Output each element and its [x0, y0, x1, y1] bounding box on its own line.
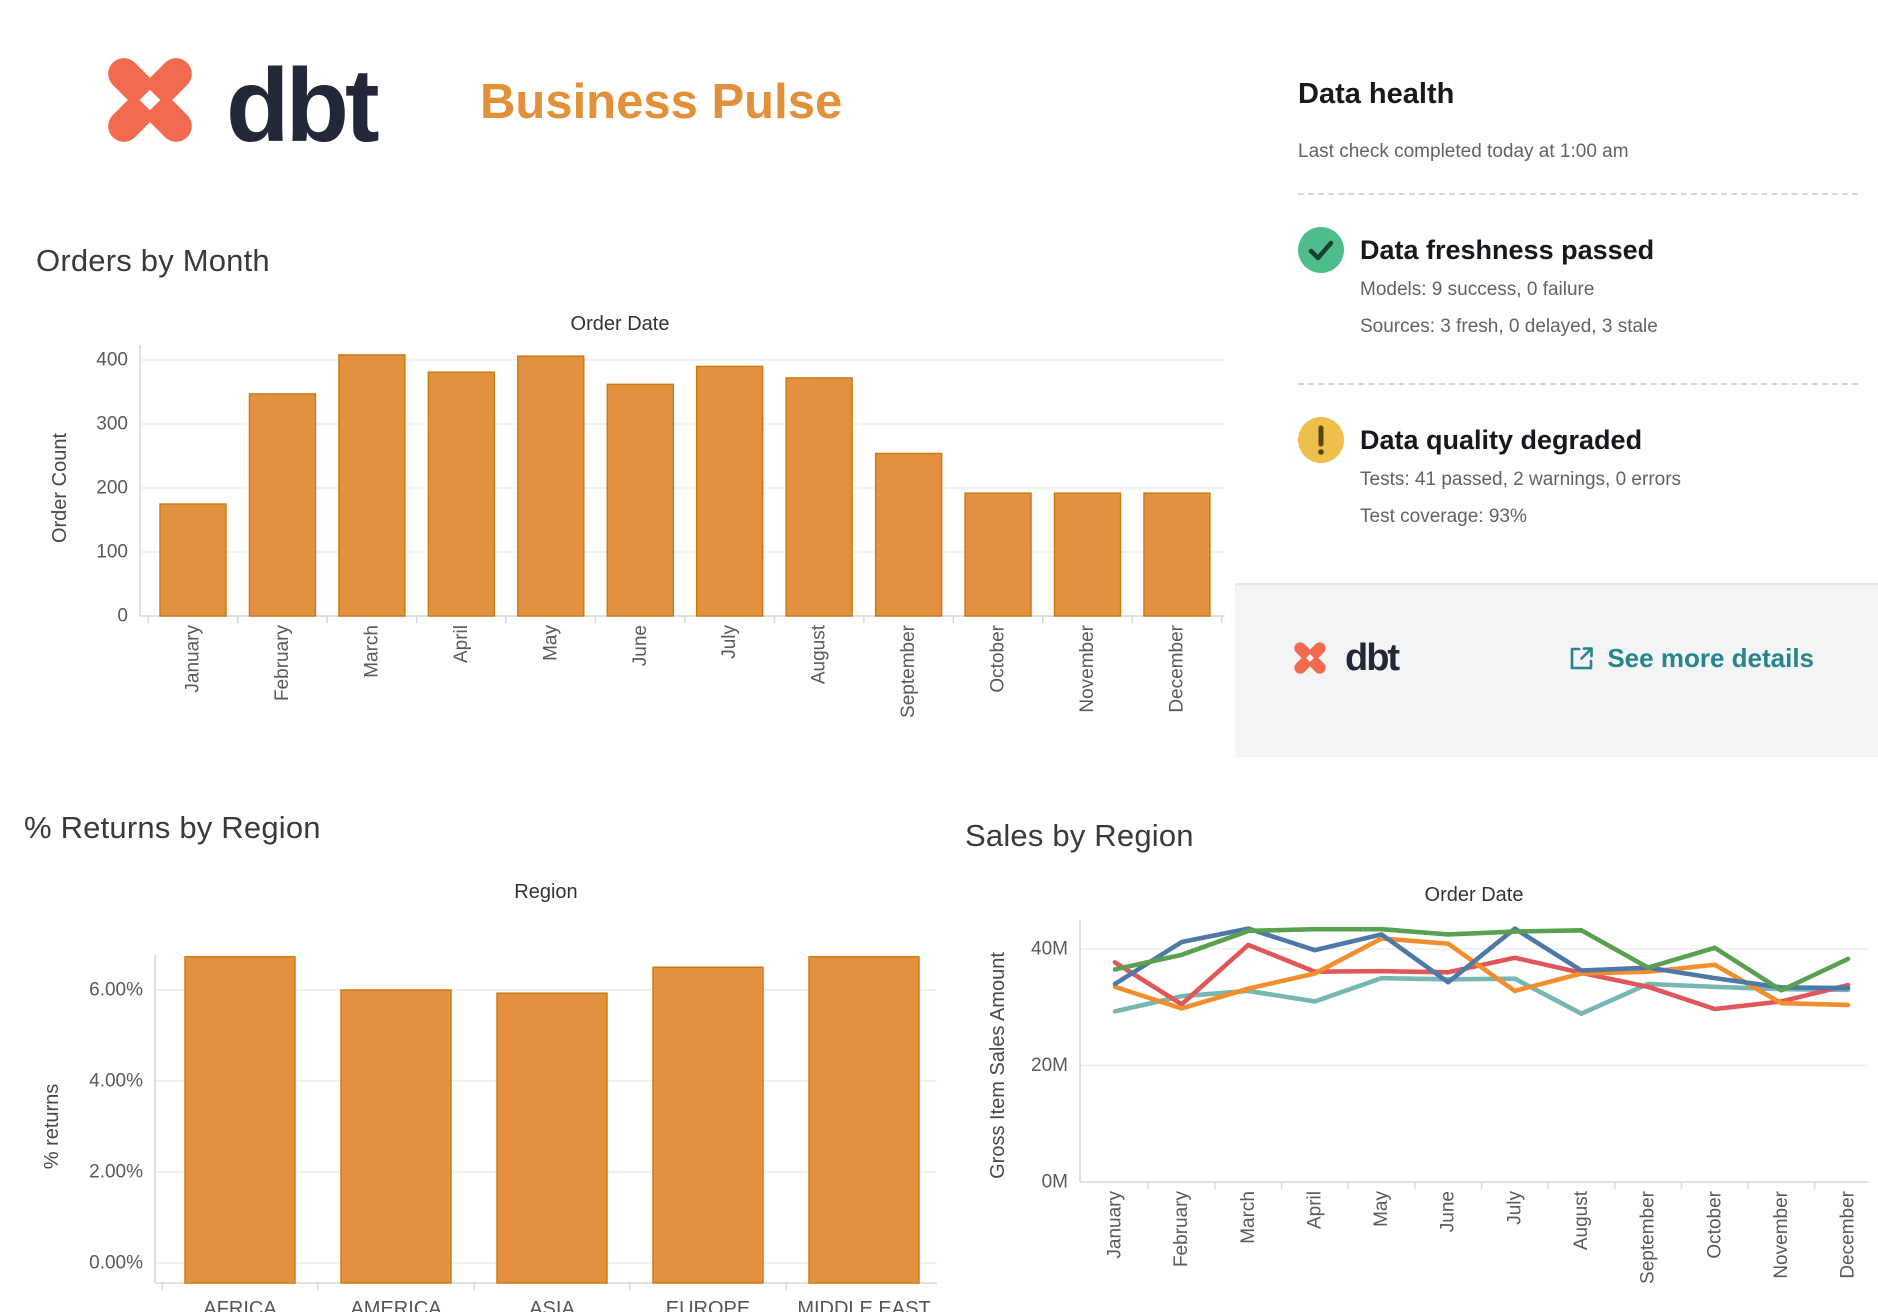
svg-text:AMERICA: AMERICA — [350, 1298, 442, 1312]
returns-by-region-chart[interactable]: 0.00% 2.00% 4.00% 6.00% Region % returns AFRIC… — [20, 860, 970, 1312]
svg-text:February: February — [1171, 1191, 1192, 1268]
orders-by-month-chart[interactable]: 0 100 200 300 400 Order Date Order Count Januar… — [30, 300, 1240, 760]
data-health-footer: dbt See more details — [1235, 583, 1878, 757]
svg-text:August: August — [1571, 1190, 1592, 1250]
svg-text:December: December — [1838, 1190, 1859, 1278]
svg-text:June: June — [630, 625, 651, 666]
svg-text:ASIA: ASIA — [529, 1298, 575, 1312]
svg-text:October: October — [988, 624, 1009, 692]
dbt-footer-brand: dbt — [1287, 636, 1400, 680]
divider — [1298, 193, 1858, 195]
svg-text:September: September — [898, 624, 919, 718]
coverage-status-text: Test coverage: 93% — [1360, 506, 1527, 527]
svg-text:October: October — [1704, 1190, 1725, 1258]
svg-text:September: September — [1638, 1190, 1659, 1284]
svg-text:July: July — [1504, 1191, 1525, 1225]
svg-text:Region: Region — [514, 881, 577, 903]
svg-text:July: July — [719, 625, 740, 659]
svg-text:June: June — [1438, 1191, 1459, 1232]
svg-text:August: August — [809, 624, 830, 684]
svg-text:400: 400 — [96, 350, 128, 371]
data-health-title: Data health — [1298, 78, 1455, 110]
svg-text:300: 300 — [96, 414, 128, 435]
svg-text:March: March — [361, 625, 382, 678]
last-check-text: Last check completed today at 1:00 am — [1298, 141, 1629, 162]
data-health-panel: Data health Last check completed today a… — [1298, 78, 1858, 573]
svg-text:May: May — [540, 625, 561, 661]
models-status-text: Models: 9 success, 0 failure — [1360, 279, 1595, 300]
svg-text:Order Date: Order Date — [571, 313, 670, 335]
orders-by-month-title: Orders by Month — [36, 243, 270, 278]
svg-text:40M: 40M — [1031, 939, 1068, 960]
dbt-footer-wordmark: dbt — [1345, 636, 1400, 679]
svg-text:Order Date: Order Date — [1425, 884, 1524, 906]
svg-text:January: January — [1105, 1191, 1126, 1259]
dbt-wordmark: dbt — [226, 48, 380, 164]
returns-by-region-title: % Returns by Region — [24, 810, 321, 845]
quality-status-title: Data quality degraded — [1360, 425, 1643, 455]
divider — [1298, 383, 1858, 385]
sources-status-text: Sources: 3 fresh, 0 delayed, 3 stale — [1360, 316, 1658, 337]
svg-text:EUROPE: EUROPE — [666, 1298, 750, 1312]
svg-text:20M: 20M — [1031, 1055, 1068, 1076]
svg-text:Gross Item Sales Amount: Gross Item Sales Amount — [987, 952, 1009, 1179]
svg-text:AFRICA: AFRICA — [203, 1298, 277, 1312]
svg-text:March: March — [1238, 1191, 1259, 1244]
svg-text:February: February — [272, 625, 293, 702]
svg-text:MIDDLE EAST: MIDDLE EAST — [797, 1298, 930, 1312]
freshness-status-section: Data freshness passed Models: 9 success,… — [1298, 227, 1858, 353]
sales-by-region-chart[interactable]: 0M 20M 40M Order Date Gross Item Sales Amoun… — [960, 850, 1878, 1312]
svg-text:0.00%: 0.00% — [89, 1252, 143, 1273]
svg-text:100: 100 — [96, 542, 128, 563]
dbt-logo-icon — [108, 58, 192, 142]
page-title: Business Pulse — [480, 75, 843, 129]
svg-text:% returns: % returns — [41, 1084, 63, 1170]
svg-text:January: January — [183, 625, 204, 693]
svg-text:April: April — [451, 625, 472, 663]
see-more-details-link[interactable]: See more details — [1568, 643, 1814, 674]
svg-text:6.00%: 6.00% — [89, 979, 143, 1000]
freshness-status-title: Data freshness passed — [1360, 235, 1655, 265]
dbt-logo-icon — [1294, 642, 1326, 674]
check-icon — [1298, 227, 1344, 273]
sales-by-region-title: Sales by Region — [965, 818, 1194, 853]
svg-text:May: May — [1371, 1191, 1392, 1227]
svg-text:November: November — [1077, 624, 1098, 712]
svg-text:April: April — [1304, 1191, 1325, 1229]
svg-text:0M: 0M — [1042, 1172, 1068, 1193]
svg-text:0: 0 — [117, 606, 128, 627]
quality-status-section: Data quality degraded Tests: 41 passed, … — [1298, 417, 1858, 543]
warning-icon — [1298, 417, 1344, 463]
svg-text:November: November — [1771, 1190, 1792, 1278]
svg-text:4.00%: 4.00% — [89, 1070, 143, 1091]
svg-text:2.00%: 2.00% — [89, 1161, 143, 1182]
external-link-icon — [1571, 646, 1594, 669]
tests-status-text: Tests: 41 passed, 2 warnings, 0 errors — [1360, 469, 1682, 490]
svg-text:Order Count: Order Count — [49, 433, 71, 543]
svg-text:December: December — [1166, 624, 1187, 712]
svg-text:200: 200 — [96, 478, 128, 499]
